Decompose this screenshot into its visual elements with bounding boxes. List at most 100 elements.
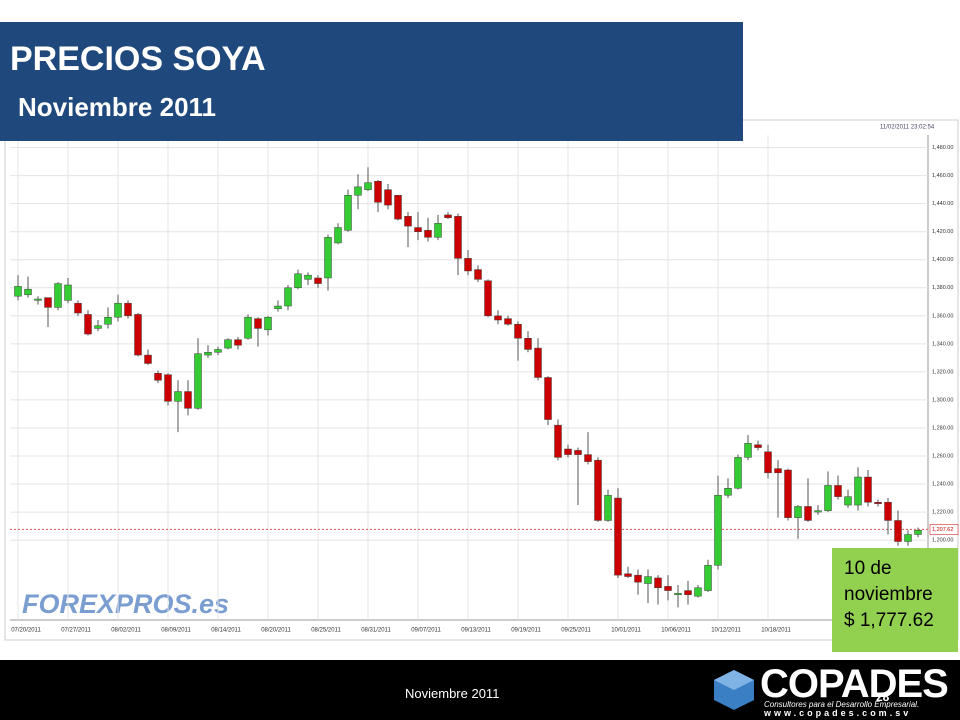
candle-body [364, 182, 372, 190]
last-price-box [929, 524, 959, 535]
candle-body [664, 586, 672, 591]
candle-body [794, 506, 802, 518]
logo: COPADES [760, 662, 949, 706]
title: PRECIOS SOYA [10, 40, 266, 78]
x-tick-label: 08/31/2011 [361, 628, 391, 634]
chart: 11/02/2011 23:02:54 FOREXPROS.es 1,200.0… [4, 119, 959, 641]
candle-body [34, 298, 42, 301]
x-tick-label: 09/07/2011 [411, 628, 441, 634]
candle-body [14, 286, 22, 297]
y-tick-label: 1,200.00 [932, 538, 953, 544]
candle-body [724, 487, 732, 496]
candle-body [754, 444, 762, 448]
candle-body [194, 353, 202, 409]
candle-body [734, 457, 742, 489]
candle-body [864, 476, 872, 503]
candle-body [284, 287, 292, 307]
candle-body [204, 352, 212, 356]
y-tick-label: 1,220.00 [932, 510, 953, 516]
y-tick-label: 1,260.00 [932, 453, 953, 459]
candle-body [344, 195, 352, 231]
candle-body [54, 283, 62, 308]
candle-body [634, 574, 642, 583]
x-tick-label: 09/19/2011 [511, 628, 541, 634]
candle-body [444, 214, 452, 218]
candle-body [84, 314, 92, 335]
candle-body [24, 288, 32, 296]
candle-body [394, 195, 402, 220]
x-tick-label: 08/25/2011 [311, 628, 341, 634]
candle-body [784, 469, 792, 518]
candle-body [484, 280, 492, 317]
page-number: 28 [876, 690, 890, 704]
candle-body [654, 577, 662, 589]
candle-body [764, 451, 772, 474]
candle-body [224, 339, 232, 349]
candle-body [854, 476, 862, 506]
candle-body [884, 502, 892, 521]
callout: 10 de noviembre $ 1,777.62 [832, 548, 958, 652]
x-tick-label: 09/13/2011 [461, 628, 491, 634]
y-tick-label: 1,440.00 [932, 201, 953, 207]
candle-body [424, 230, 432, 238]
candle-body [534, 347, 542, 378]
logo-icon [714, 670, 754, 710]
candle-body [104, 316, 112, 325]
tagline: Consultores para el Desarrollo Empresari… [764, 700, 920, 709]
candle-body [694, 587, 702, 597]
header: PRECIOS SOYA Noviembre 2011 [0, 22, 743, 141]
candle-body [524, 338, 532, 350]
candle-body [914, 530, 922, 535]
url: www.copades.com.sv [764, 708, 912, 718]
y-tick-label: 1,280.00 [932, 425, 953, 431]
candle-body [374, 181, 382, 203]
x-tick-label: 07/27/2011 [61, 628, 91, 634]
candle-body [604, 494, 612, 521]
y-tick-label: 1,300.00 [932, 397, 953, 403]
y-tick-label: 1,400.00 [932, 257, 953, 263]
candle-body [434, 223, 442, 238]
candle-body [294, 273, 302, 289]
candle-body [644, 576, 652, 584]
y-tick-label: 1,340.00 [932, 341, 953, 347]
timestamp: 11/02/2011 23:02:54 [880, 125, 935, 131]
candle-body [124, 302, 132, 317]
x-tick-label: 07/20/2011 [11, 628, 41, 634]
candle-body [574, 450, 582, 455]
callout-line: noviembre [844, 584, 933, 605]
candle-body [544, 377, 552, 420]
candle-body [404, 216, 412, 227]
watermark: FOREXPROS.es [22, 589, 229, 619]
candle-body [844, 496, 852, 506]
candle-body [234, 339, 242, 346]
y-tick-label: 1,420.00 [932, 229, 953, 235]
candle-body [474, 269, 482, 280]
x-tick-label: 08/02/2011 [111, 628, 141, 634]
candle-body [774, 468, 782, 474]
chart-frame [4, 119, 959, 641]
grid: 1,200.00 1,220.00 1,240.00 1,260.00 1,280.00… [10, 135, 959, 634]
candle-body [454, 216, 462, 259]
x-tick-label: 08/20/2011 [261, 628, 291, 634]
x-tick-label: 08/14/2011 [211, 628, 241, 634]
y-tick-label: 1,480.00 [932, 145, 953, 151]
candle-body [304, 274, 312, 280]
candle-body [834, 485, 842, 497]
candle-body [894, 520, 902, 542]
candle-body [254, 318, 262, 329]
candle-body [134, 314, 142, 356]
candle-body [824, 485, 832, 511]
candle-body [514, 323, 522, 339]
candle-body [354, 186, 362, 196]
candle-body [324, 237, 332, 279]
candle-body [504, 318, 512, 325]
candle-body [44, 297, 52, 308]
candle-body [184, 391, 192, 409]
candle-body [74, 302, 82, 314]
candle-body [804, 506, 812, 521]
candle-body [674, 593, 682, 596]
candle-body [114, 302, 122, 318]
candle-body [64, 284, 72, 301]
candle-body [584, 454, 592, 462]
candle-body [814, 510, 822, 513]
